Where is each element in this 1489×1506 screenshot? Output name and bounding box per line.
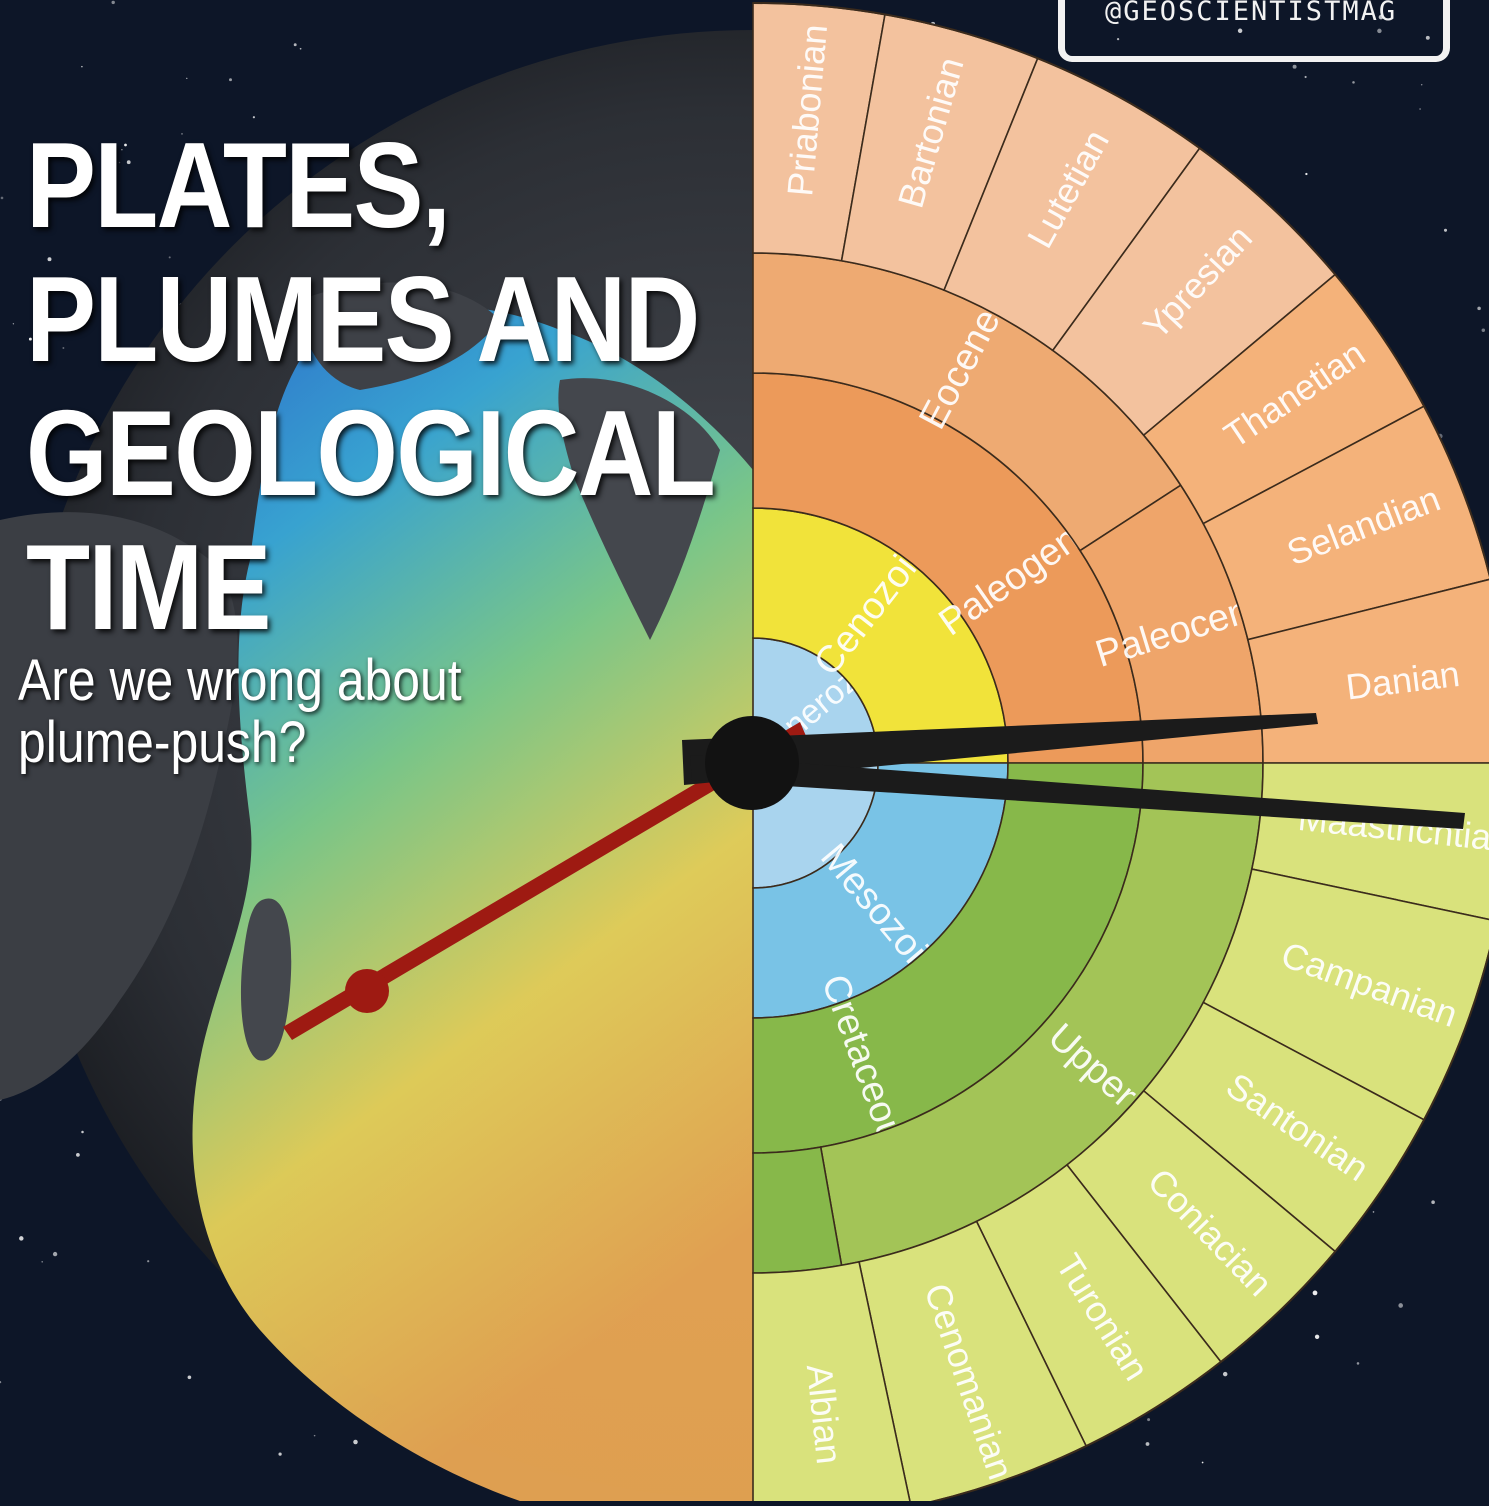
- madagascar-island: [240, 898, 292, 1061]
- star: [118, 161, 121, 164]
- star: [1304, 75, 1307, 79]
- star: [0, 1380, 2, 1384]
- second-hand-counterweight: [345, 969, 389, 1013]
- clock-hands: [283, 713, 1465, 1040]
- clock-center-hub: [705, 716, 799, 810]
- star: [19, 1236, 24, 1241]
- star: [1372, 1211, 1375, 1213]
- star: [1147, 1418, 1151, 1422]
- star: [121, 149, 123, 151]
- star: [47, 257, 52, 262]
- star: [76, 1153, 80, 1157]
- star: [1201, 1461, 1204, 1464]
- headline-line: TIME: [26, 519, 271, 655]
- arabia-landmass: [300, 282, 500, 390]
- clock-second-hand: [283, 722, 806, 1040]
- star: [1356, 1362, 1360, 1365]
- star: [12, 323, 15, 325]
- star: [1314, 1334, 1320, 1339]
- star: [313, 1434, 316, 1437]
- star: [147, 1260, 150, 1263]
- star: [229, 78, 232, 82]
- star: [1222, 1371, 1228, 1377]
- star: [299, 47, 302, 50]
- wheel-rim: [752, 2, 1489, 1506]
- twitter-handle: @GEOSCIENTISTMAG: [1105, 0, 1398, 27]
- star: [1377, 28, 1382, 34]
- africa-landmass: [0, 512, 238, 1100]
- star: [1443, 228, 1448, 232]
- headline-line: PLATES,: [26, 117, 451, 253]
- star: [1398, 1303, 1404, 1308]
- star: [111, 0, 115, 5]
- star: [1145, 1442, 1150, 1446]
- star: [0, 196, 4, 200]
- star: [1237, 28, 1243, 34]
- star: [1312, 1290, 1318, 1296]
- standfirst-line: plume-push?: [18, 710, 307, 775]
- star: [353, 1439, 358, 1445]
- headline-line: GEOLOGICAL: [26, 385, 716, 521]
- star: [126, 160, 131, 165]
- cover-standfirst: Are we wrong about plume-push?: [18, 650, 462, 774]
- india-landmass: [558, 378, 720, 640]
- star: [81, 1130, 84, 1134]
- star: [28, 337, 32, 341]
- star: [200, 174, 204, 178]
- headline-line: PLUMES AND: [26, 251, 700, 387]
- star: [1116, 37, 1120, 41]
- star: [52, 1251, 58, 1257]
- earth-globe: [0, 30, 753, 1501]
- star: [62, 347, 65, 349]
- star: [81, 65, 83, 68]
- star: [252, 116, 255, 119]
- star: [41, 1261, 43, 1263]
- star: [293, 43, 297, 47]
- geologic-time-wheel: PhanerozoicCenozoicMesozoicPaleogeneCret…: [730, 2, 1489, 1506]
- star: [1352, 81, 1355, 84]
- standfirst-line: Are we wrong about: [18, 648, 462, 713]
- star: [181, 133, 183, 135]
- star: [1431, 1200, 1435, 1204]
- star: [1378, 14, 1384, 20]
- star: [278, 1452, 282, 1456]
- star: [1419, 108, 1422, 110]
- star: [168, 256, 171, 259]
- star: [1305, 172, 1308, 176]
- cover-headline: PLATES, PLUMES AND GEOLOGICAL TIME: [26, 117, 716, 655]
- star: [1292, 64, 1297, 69]
- twitter-callout[interactable]: @GEOSCIENTISTMAG: [1058, 0, 1450, 62]
- star: [1481, 328, 1486, 332]
- star: [1420, 84, 1423, 86]
- star: [186, 77, 188, 79]
- star: [1477, 306, 1481, 311]
- indian-ocean-map: [192, 306, 753, 1501]
- star: [1425, 35, 1430, 40]
- stage-segment: [752, 1260, 912, 1506]
- star: [187, 1375, 192, 1380]
- star: [124, 143, 127, 147]
- clock-minute-hand: [690, 755, 1465, 829]
